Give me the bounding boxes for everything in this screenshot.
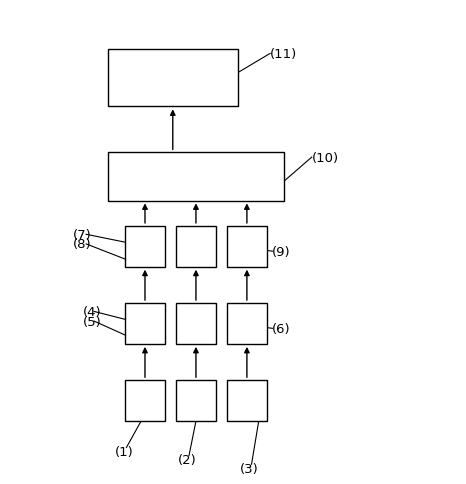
Bar — [108, 49, 238, 107]
Text: (2): (2) — [178, 453, 196, 466]
Text: (10): (10) — [312, 151, 339, 164]
Bar — [176, 303, 216, 344]
Bar — [125, 303, 164, 344]
Bar — [125, 380, 164, 421]
Bar — [125, 227, 164, 267]
Text: (8): (8) — [73, 238, 92, 251]
Text: (5): (5) — [82, 315, 101, 328]
Text: (3): (3) — [240, 462, 259, 475]
Bar — [176, 227, 216, 267]
Text: (6): (6) — [272, 322, 291, 335]
Text: (4): (4) — [82, 305, 101, 318]
Bar — [227, 227, 267, 267]
Bar — [108, 153, 284, 201]
Text: (11): (11) — [270, 48, 297, 61]
Text: (9): (9) — [272, 245, 291, 258]
Text: (7): (7) — [73, 228, 92, 241]
Bar — [227, 380, 267, 421]
Bar — [176, 380, 216, 421]
Text: (1): (1) — [115, 445, 134, 458]
Bar — [227, 303, 267, 344]
